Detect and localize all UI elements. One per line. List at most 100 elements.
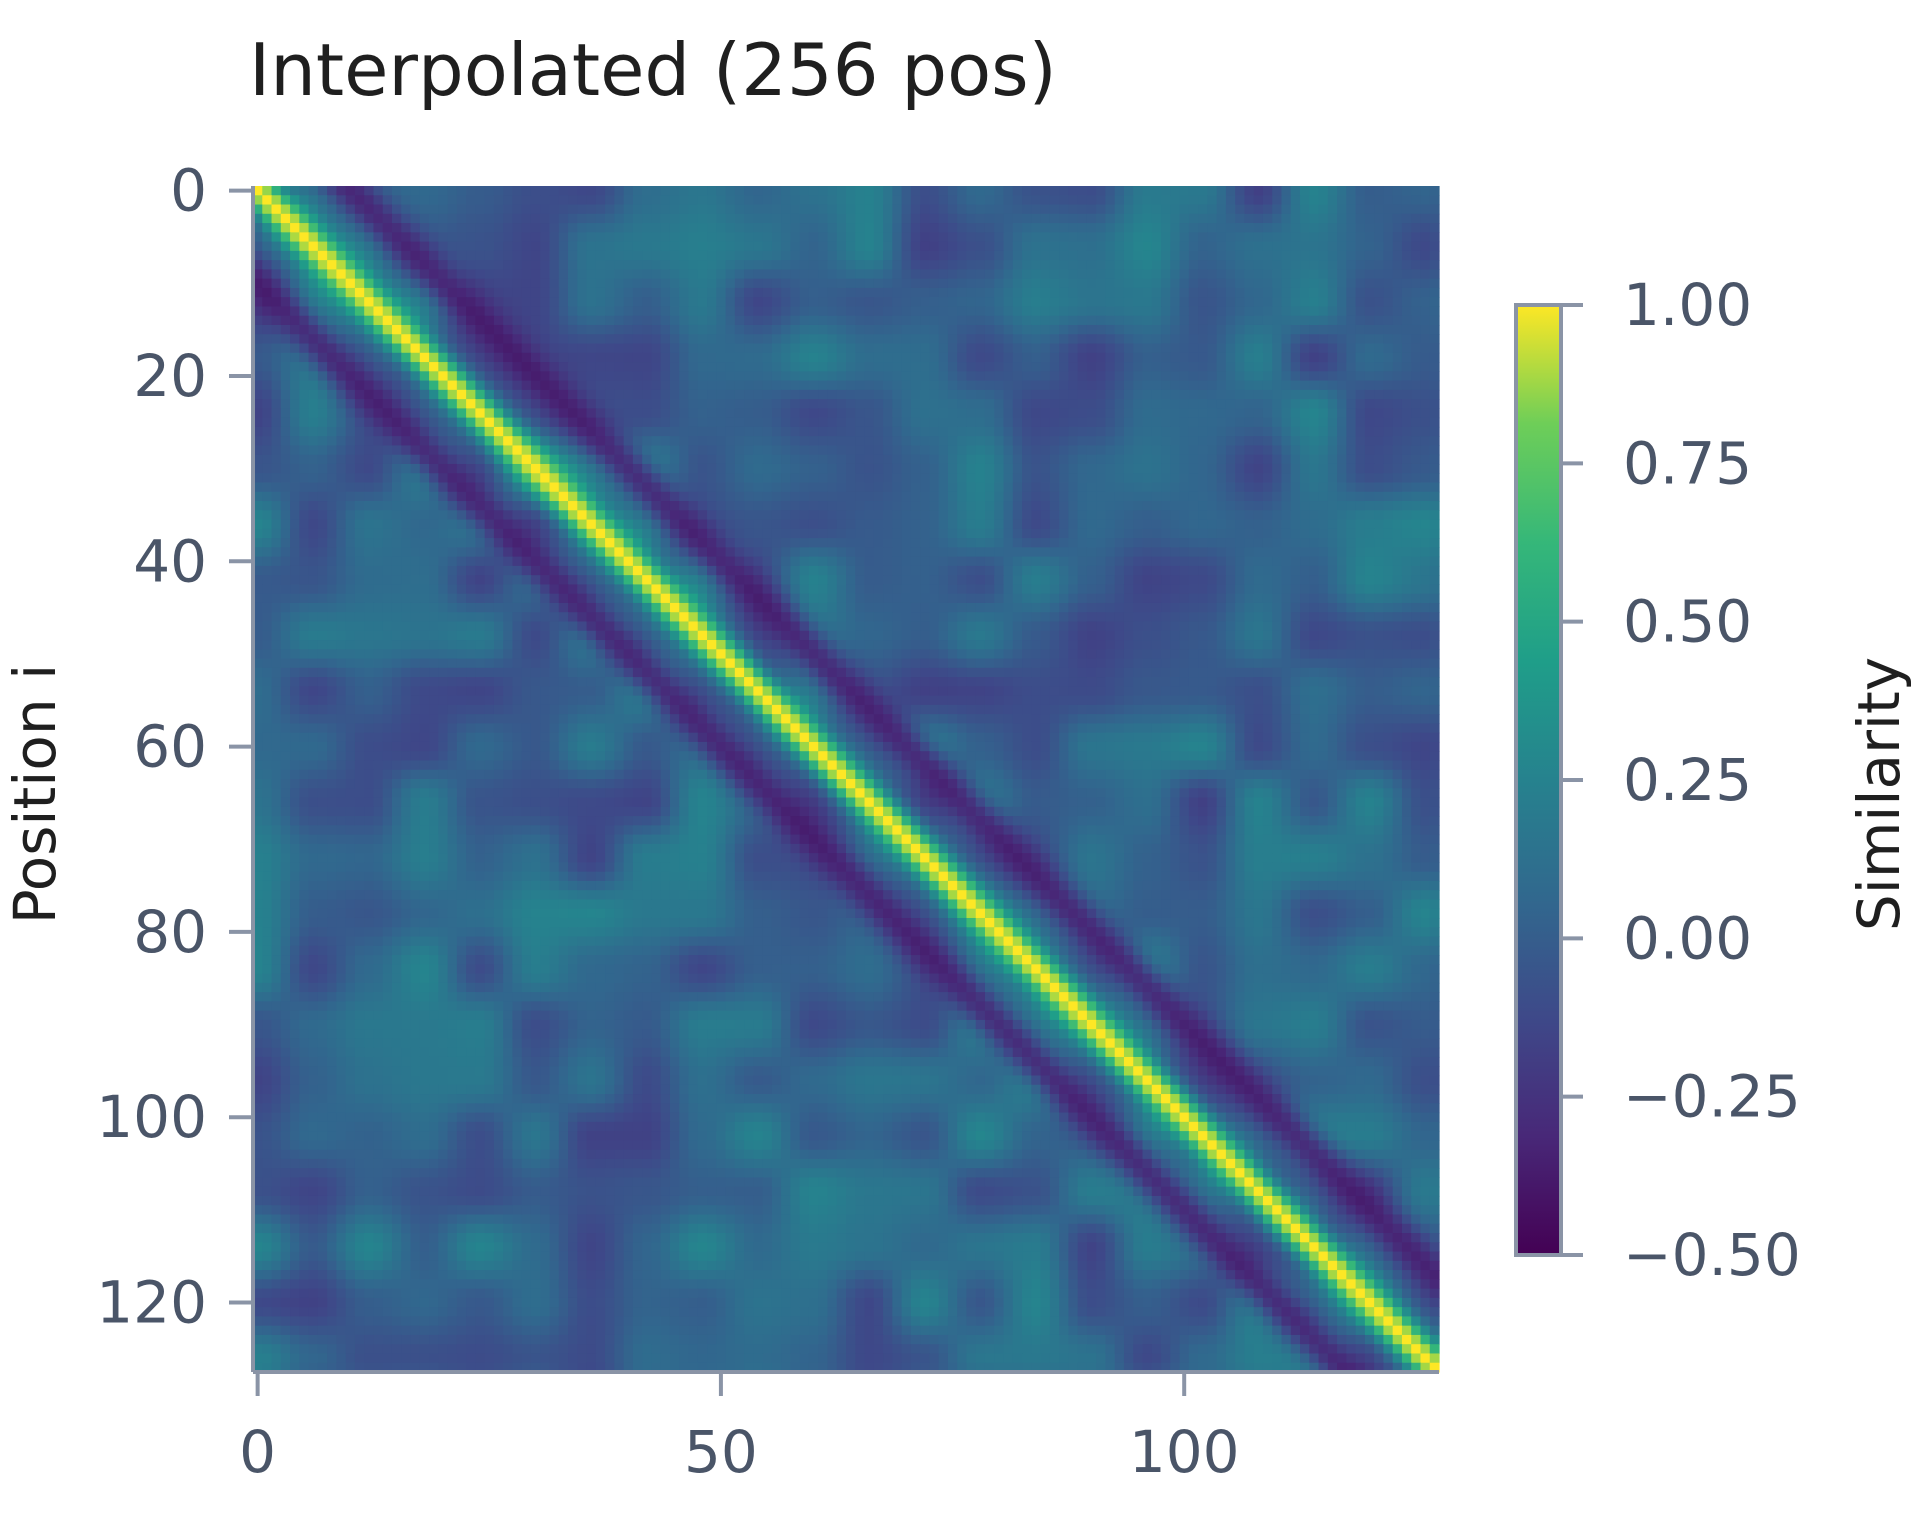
- heatmap-cell: [864, 213, 875, 224]
- heatmap-cell: [419, 269, 430, 280]
- heatmap-cell: [623, 399, 634, 409]
- heatmap-cell: [1003, 324, 1014, 335]
- heatmap-cell: [716, 482, 727, 493]
- heatmap-cell: [1114, 250, 1125, 261]
- heatmap-cell: [679, 195, 690, 206]
- heatmap-cell: [836, 408, 847, 419]
- heatmap-cell: [336, 482, 347, 493]
- heatmap-cell: [873, 426, 884, 437]
- heatmap-cell: [1077, 278, 1088, 289]
- heatmap-cell: [688, 334, 699, 345]
- heatmap-cell: [957, 241, 968, 252]
- heatmap-cell: [883, 445, 893, 456]
- heatmap-cell: [679, 445, 690, 456]
- heatmap-cell: [253, 463, 263, 474]
- heatmap-cell: [642, 371, 653, 382]
- heatmap-cell: [1151, 473, 1162, 484]
- heatmap-cell: [1272, 408, 1283, 419]
- heatmap-cell: [957, 491, 968, 502]
- heatmap-cell: [1253, 260, 1264, 270]
- heatmap-cell: [1133, 519, 1144, 530]
- heatmap-cell: [1235, 482, 1246, 493]
- heatmap-cell: [753, 315, 764, 326]
- heatmap-cell: [1161, 380, 1171, 391]
- heatmap-cell: [1420, 417, 1431, 428]
- heatmap-cell: [1318, 463, 1329, 474]
- heatmap-cell: [771, 473, 782, 484]
- heatmap-cell: [938, 343, 949, 354]
- heatmap-cell: [957, 315, 968, 326]
- heatmap-cell: [1281, 417, 1292, 428]
- heatmap-cell: [317, 241, 328, 252]
- heatmap-cell: [512, 389, 523, 400]
- heatmap-cell: [503, 408, 514, 419]
- heatmap-cell: [373, 417, 384, 428]
- heatmap-cell: [1123, 426, 1134, 437]
- heatmap-cell: [1040, 491, 1051, 502]
- heatmap-cell: [364, 232, 375, 243]
- heatmap-cell: [391, 371, 402, 382]
- heatmap-cell: [530, 232, 541, 243]
- heatmap-cell: [280, 482, 291, 493]
- heatmap-cell: [364, 417, 375, 428]
- heatmap-cell: [512, 334, 523, 345]
- heatmap-cell: [1207, 473, 1218, 484]
- heatmap-cell: [632, 463, 643, 474]
- heatmap-cell: [605, 408, 615, 419]
- heatmap-cell: [1161, 324, 1171, 335]
- heatmap-cell: [901, 519, 912, 530]
- heatmap-cell: [605, 371, 615, 382]
- heatmap-cell: [1327, 213, 1338, 224]
- heatmap-cell: [1012, 389, 1023, 400]
- heatmap-cell: [475, 510, 486, 521]
- heatmap-cell: [262, 278, 273, 289]
- heatmap-cell: [1105, 491, 1116, 502]
- heatmap-cell: [1327, 195, 1338, 206]
- heatmap-cell: [1216, 278, 1227, 289]
- heatmap-cell: [1179, 287, 1190, 298]
- heatmap-cell: [401, 454, 412, 465]
- heatmap-cell: [271, 278, 282, 289]
- heatmap-cell: [1142, 408, 1153, 419]
- heatmap-cell: [317, 389, 328, 400]
- heatmap-cell: [836, 269, 847, 280]
- heatmap-cell: [1179, 297, 1190, 308]
- heatmap-cell: [410, 297, 421, 308]
- heatmap-cell: [1411, 436, 1422, 447]
- heatmap-cell: [1151, 380, 1162, 391]
- heatmap-cell: [836, 389, 847, 400]
- heatmap-cell: [920, 324, 930, 335]
- heatmap-cell: [660, 426, 671, 437]
- heatmap-cell: [410, 538, 421, 548]
- heatmap-cell: [549, 389, 560, 400]
- heatmap-cell: [614, 389, 625, 400]
- heatmap-cell: [586, 204, 597, 215]
- heatmap-cell: [790, 538, 801, 548]
- heatmap-cell: [354, 454, 365, 465]
- heatmap-cell: [271, 408, 282, 419]
- heatmap-cell: [419, 445, 430, 456]
- heatmap-cell: [864, 232, 875, 243]
- heatmap-cell: [623, 501, 634, 511]
- heatmap-cell: [846, 436, 856, 447]
- heatmap-cell: [614, 334, 625, 345]
- heatmap-cell: [947, 491, 958, 502]
- heatmap-cell: [1170, 241, 1181, 252]
- heatmap-cell: [586, 371, 597, 382]
- heatmap-cell: [410, 362, 421, 372]
- heatmap-cell: [818, 538, 829, 548]
- heatmap-cell: [401, 195, 412, 206]
- heatmap-cell: [327, 204, 337, 215]
- heatmap-cell: [419, 389, 430, 400]
- heatmap-cell: [1114, 315, 1125, 326]
- heatmap-cell: [1207, 445, 1218, 456]
- heatmap-cell: [1318, 260, 1329, 270]
- heatmap-cell: [1374, 491, 1385, 502]
- heatmap-cell: [447, 482, 458, 493]
- heatmap-cell: [1179, 334, 1190, 345]
- heatmap-cell: [697, 343, 708, 354]
- heatmap-cell: [290, 204, 300, 215]
- heatmap-cell: [688, 213, 699, 224]
- heatmap-cell: [299, 315, 310, 326]
- heatmap-cell: [781, 528, 792, 539]
